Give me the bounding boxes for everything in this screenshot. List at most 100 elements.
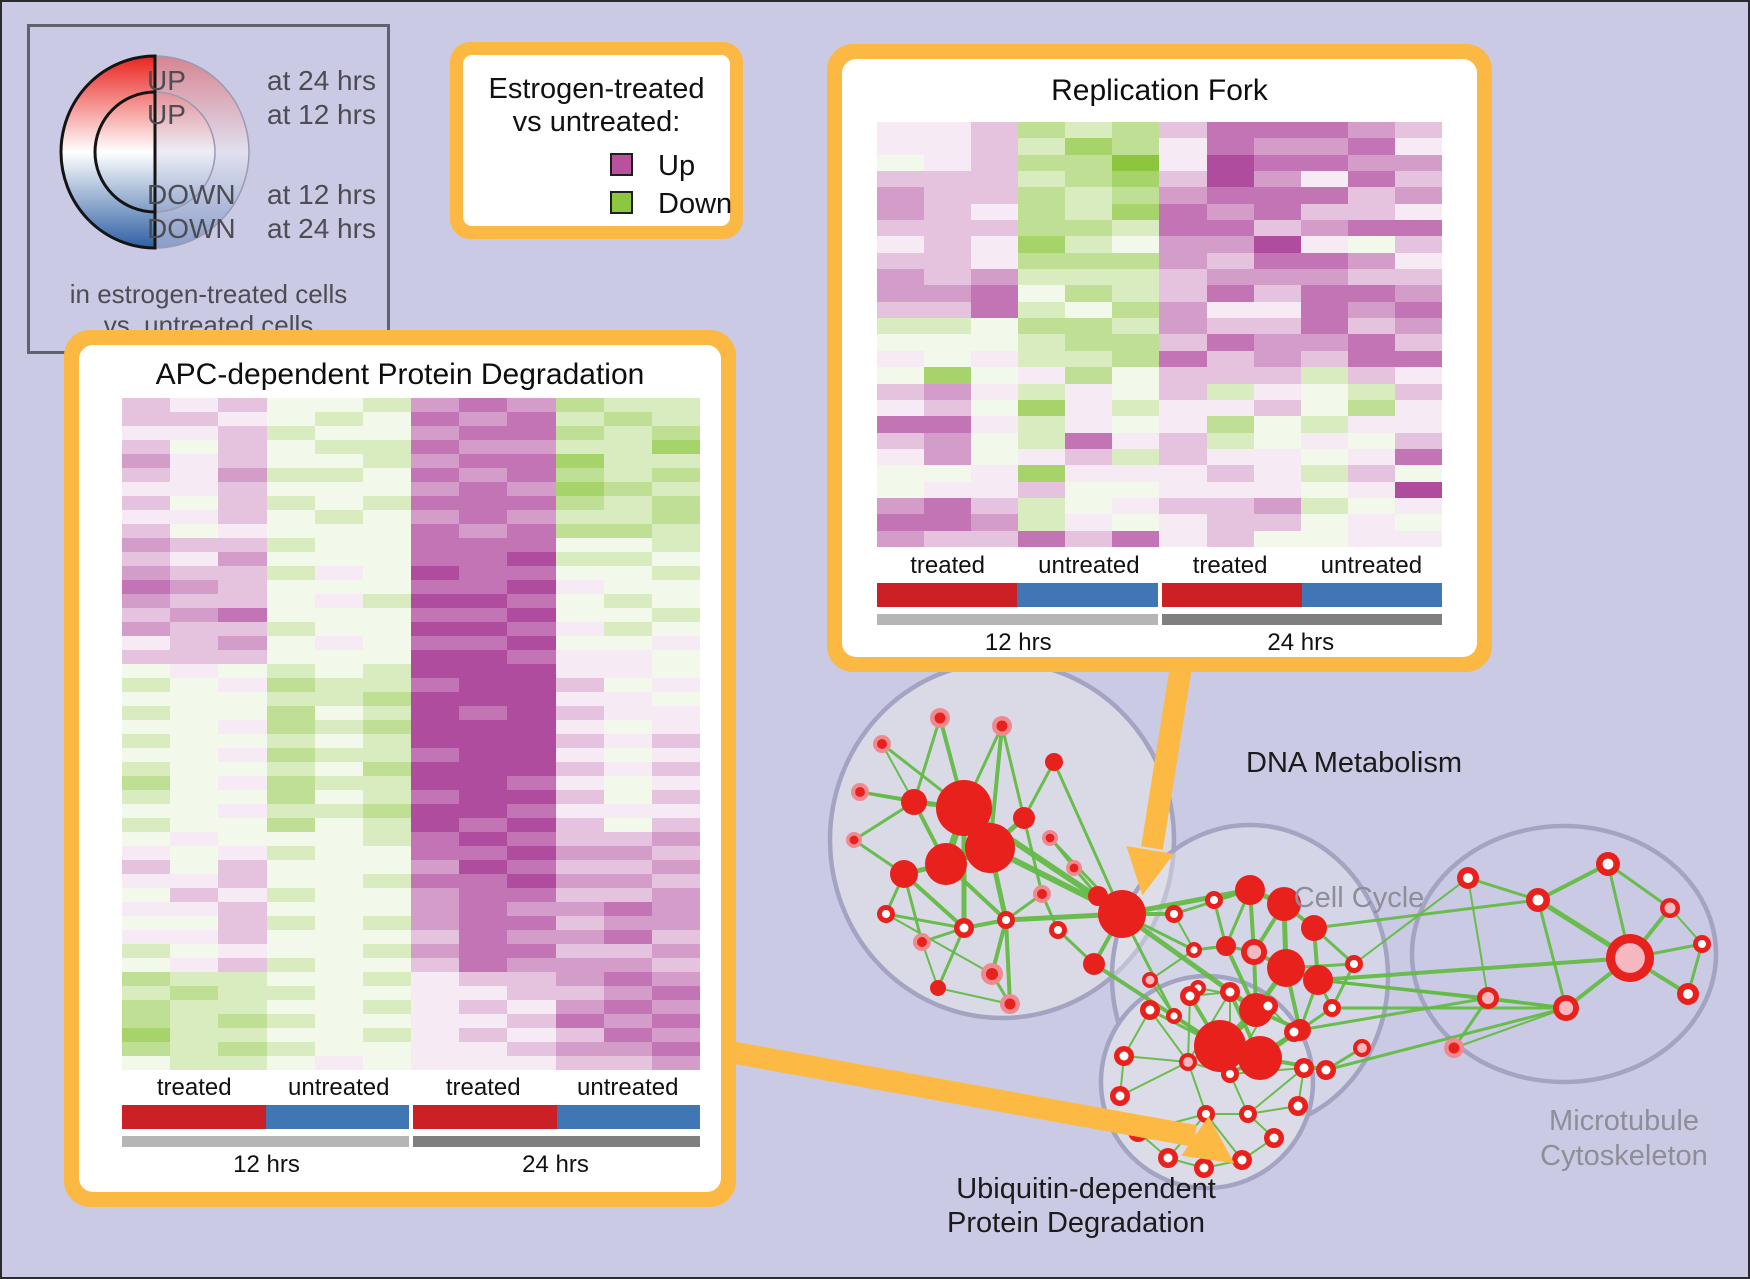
heatmap-cell bbox=[651, 1042, 700, 1056]
heatmap-cell bbox=[459, 398, 508, 412]
heatmap-cell bbox=[877, 350, 925, 368]
heatmap-cell bbox=[651, 524, 700, 538]
heatmap-cell bbox=[1253, 416, 1301, 433]
heatmap-cell bbox=[924, 220, 972, 237]
heatmap-cell bbox=[651, 734, 700, 748]
heatmap-cell bbox=[1159, 448, 1207, 466]
heatmap-cell bbox=[507, 1014, 556, 1028]
heatmap-cell bbox=[218, 748, 267, 762]
heatmap-cell bbox=[170, 958, 219, 972]
heatmap-cell bbox=[459, 720, 508, 734]
heatmap-cell bbox=[314, 1000, 363, 1014]
network-edge bbox=[1123, 1055, 1189, 1063]
heatmap-cell bbox=[170, 622, 219, 636]
heatmap-cell bbox=[314, 818, 363, 832]
heatmap-cell bbox=[218, 972, 267, 986]
heatmap-cell bbox=[1018, 301, 1066, 319]
heatmap-cell bbox=[1065, 285, 1113, 302]
heatmap-cell bbox=[362, 496, 411, 510]
heatmap-cell bbox=[459, 972, 508, 986]
heatmap-cell bbox=[1394, 334, 1442, 351]
network-edge bbox=[1247, 1067, 1305, 1115]
heatmap-cell bbox=[314, 608, 363, 622]
heatmap-cell bbox=[603, 510, 652, 524]
legend-row: DOWN at 24 hrs bbox=[147, 213, 376, 245]
heatmap-cell bbox=[314, 1014, 363, 1028]
heatmap-cell bbox=[555, 888, 604, 902]
heatmap-cell bbox=[1112, 203, 1160, 221]
heatmap-cell bbox=[459, 958, 508, 972]
heatmap-cell bbox=[971, 203, 1019, 221]
heatmap-cell bbox=[603, 1028, 652, 1042]
heatmap-cell bbox=[314, 594, 363, 608]
heatmap-cell bbox=[362, 594, 411, 608]
heatmap-cell bbox=[362, 678, 411, 692]
heatmap-cell bbox=[218, 468, 267, 482]
heatmap-cell bbox=[507, 552, 556, 566]
heatmap-cell bbox=[651, 874, 700, 888]
network-node-center bbox=[917, 937, 927, 947]
heatmap-cell bbox=[1065, 514, 1113, 531]
heatmap-cell bbox=[411, 790, 460, 804]
heatmap-cell bbox=[1018, 367, 1066, 384]
heatmap-cell bbox=[651, 1014, 700, 1028]
network-node-center bbox=[959, 923, 969, 933]
heatmap-cell bbox=[1159, 122, 1207, 139]
replication-fork-panel: Replication Fork treated untreated treated… bbox=[827, 44, 1492, 672]
heatmap-cell bbox=[555, 874, 604, 888]
heatmap-cell bbox=[924, 154, 972, 172]
network-node-center bbox=[1209, 895, 1219, 905]
network-node bbox=[890, 860, 918, 888]
cluster-label: Microtubule bbox=[1549, 1105, 1699, 1137]
heatmap-cell bbox=[507, 860, 556, 874]
heatmap-cell bbox=[924, 383, 972, 400]
heatmap-cell bbox=[314, 524, 363, 538]
network-edge bbox=[1606, 862, 1672, 910]
network-node-center bbox=[1145, 1005, 1155, 1015]
heatmap-cell bbox=[1253, 530, 1301, 547]
heatmap-cell bbox=[603, 594, 652, 608]
heatmap-cell bbox=[1018, 269, 1066, 286]
heatmap-cell bbox=[651, 566, 700, 580]
heatmap-cell bbox=[651, 888, 700, 902]
heatmap-cell bbox=[924, 318, 972, 335]
heatmap-cell bbox=[314, 986, 363, 1000]
heatmap-cell bbox=[170, 552, 219, 566]
time-color-bar bbox=[122, 1136, 409, 1147]
heatmap-cell bbox=[971, 367, 1019, 384]
heatmap-cell bbox=[314, 552, 363, 566]
heatmap-cell bbox=[411, 440, 460, 454]
heatmap-cell bbox=[314, 482, 363, 496]
network-edge bbox=[1536, 898, 1568, 1010]
heatmap-cell bbox=[218, 720, 267, 734]
network-edge bbox=[884, 912, 966, 930]
heatmap-cell bbox=[314, 776, 363, 790]
heatmap-cell bbox=[122, 594, 171, 608]
heatmap-cell bbox=[459, 692, 508, 706]
heatmap-cell bbox=[218, 860, 267, 874]
heatmap-cell bbox=[314, 762, 363, 776]
heatmap-cell bbox=[1206, 514, 1254, 531]
heatmap-cell bbox=[651, 482, 700, 496]
heatmap-cell bbox=[507, 692, 556, 706]
down-color-swatch bbox=[610, 191, 633, 214]
heatmap-cell bbox=[314, 888, 363, 902]
heatmap-cell bbox=[122, 846, 171, 860]
heatmap-cell bbox=[122, 496, 171, 510]
heatmap-cell bbox=[877, 416, 925, 433]
heatmap-cell bbox=[1300, 416, 1348, 433]
heatmap-cell bbox=[1159, 138, 1207, 155]
heatmap-cell bbox=[924, 432, 972, 449]
heatmap-cell bbox=[1347, 465, 1395, 482]
heatmap-cell bbox=[1112, 138, 1160, 155]
heatmap-cell bbox=[459, 426, 508, 440]
heatmap-cell bbox=[603, 902, 652, 916]
heatmap-cell bbox=[507, 398, 556, 412]
heatmap-cell bbox=[1253, 171, 1301, 188]
heatmap-cell bbox=[1300, 350, 1348, 368]
heatmap-cell bbox=[507, 846, 556, 860]
heatmap-cell bbox=[1394, 220, 1442, 237]
network-edge bbox=[885, 913, 993, 975]
heatmap-cell bbox=[877, 318, 925, 335]
heatmap-cell bbox=[603, 846, 652, 860]
